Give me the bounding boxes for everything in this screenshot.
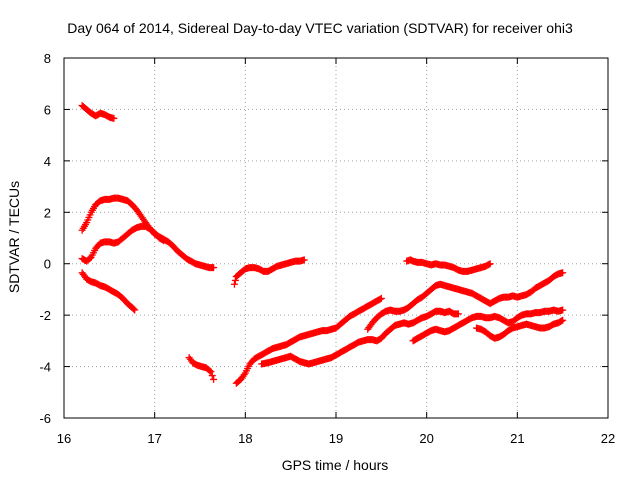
data-point <box>210 264 218 272</box>
x-tick-label: 17 <box>147 431 161 446</box>
series-arc-4 <box>78 269 139 314</box>
series-arc-12 <box>473 316 567 342</box>
data-point <box>160 237 168 245</box>
data-point <box>130 305 138 313</box>
y-tick-label: 6 <box>44 102 51 117</box>
data-series <box>78 102 567 387</box>
series-arc-10 <box>403 256 494 275</box>
data-point <box>454 310 462 318</box>
data-point <box>231 276 239 284</box>
y-tick-label: 8 <box>44 51 51 66</box>
data-point <box>230 280 238 288</box>
x-tick-label: 19 <box>329 431 343 446</box>
data-point <box>210 375 218 383</box>
series-arc-9 <box>364 269 567 333</box>
data-point <box>559 316 567 324</box>
axis-ticks: 16 17 18 19 20 21 22 -6 -4 -2 0 2 4 6 8 <box>39 51 615 446</box>
x-tick-label: 22 <box>601 431 615 446</box>
y-tick-label: -2 <box>39 308 51 323</box>
x-tick-label: 21 <box>510 431 524 446</box>
y-tick-label: 4 <box>44 154 51 169</box>
series-arc-8 <box>258 307 462 368</box>
x-tick-label: 18 <box>238 431 252 446</box>
series-arc-5 <box>185 354 218 383</box>
y-tick-label: -6 <box>39 411 51 426</box>
chart-title: Day 064 of 2014, Sidereal Day-to-day VTE… <box>67 20 573 36</box>
series-arc-3 <box>78 222 168 265</box>
data-point <box>207 368 215 376</box>
y-tick-label: 2 <box>44 205 51 220</box>
x-axis-title: GPS time / hours <box>282 457 389 473</box>
y-tick-label: 0 <box>44 257 51 272</box>
data-point <box>377 294 385 302</box>
data-point <box>208 372 216 380</box>
plot-frame <box>63 57 609 419</box>
data-point <box>559 269 567 277</box>
data-point <box>131 306 139 314</box>
series-arc-6 <box>230 256 308 288</box>
y-axis-title: SDTVAR / TECUs <box>6 181 22 293</box>
series-arc-7 <box>232 294 385 387</box>
data-point <box>240 371 248 379</box>
grid <box>64 58 608 418</box>
data-point <box>206 367 214 375</box>
data-point <box>559 306 567 314</box>
x-tick-label: 16 <box>57 431 71 446</box>
series-arc-11 <box>409 306 567 345</box>
data-point <box>486 260 494 268</box>
data-point <box>300 256 308 264</box>
y-tick-label: -4 <box>39 360 51 375</box>
series-arc-1 <box>78 102 118 122</box>
data-point <box>110 114 118 122</box>
x-tick-label: 20 <box>419 431 433 446</box>
